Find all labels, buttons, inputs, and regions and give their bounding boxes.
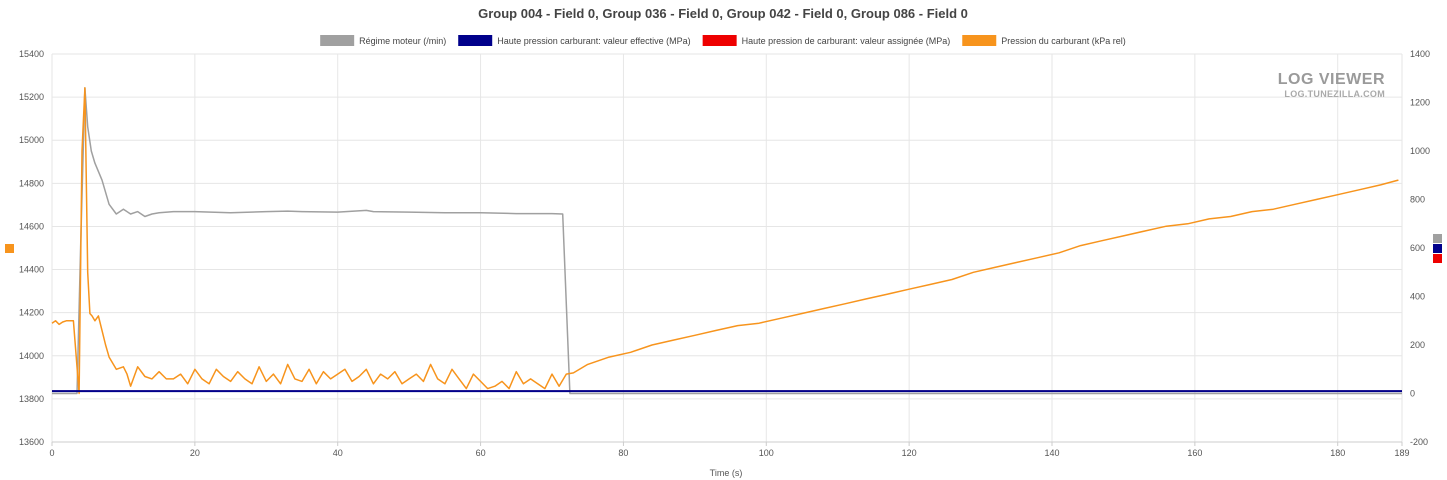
y-right-tick-label: 800 <box>1410 195 1425 205</box>
y-right-tick-label: 1400 <box>1410 49 1430 59</box>
y-left-tick-label: 14200 <box>19 308 44 318</box>
legend-swatch <box>458 35 493 46</box>
x-tick-label: 20 <box>190 448 200 458</box>
x-tick-label: 160 <box>1187 448 1202 458</box>
y-right-tick-label: 200 <box>1410 340 1425 350</box>
legend-swatch <box>702 35 737 46</box>
x-tick-label: 0 <box>49 448 54 458</box>
y-right-tick-label: 1200 <box>1410 98 1430 108</box>
x-axis-label: Time (s) <box>710 468 743 478</box>
right-axis-marker-2 <box>1433 254 1442 263</box>
y-right-tick-label: -200 <box>1410 437 1428 447</box>
legend-item-1[interactable]: Haute pression carburant: valeur effecti… <box>458 35 691 46</box>
y-left-tick-label: 14000 <box>19 351 44 361</box>
x-tick-label: 100 <box>759 448 774 458</box>
x-tick-label: 140 <box>1044 448 1059 458</box>
legend-swatch <box>962 35 997 46</box>
legend-item-3[interactable]: Pression du carburant (kPa rel) <box>962 35 1126 46</box>
series-line-3[interactable] <box>51 87 1399 395</box>
watermark: LOG VIEWER LOG.TUNEZILLA.COM <box>1278 71 1385 99</box>
legend-item-0[interactable]: Régime moteur (/min) <box>320 35 446 46</box>
x-tick-label: 80 <box>618 448 628 458</box>
axis-markers <box>5 234 1442 263</box>
legend-item-2[interactable]: Haute pression de carburant: valeur assi… <box>702 35 951 46</box>
y-left-tick-label: 14800 <box>19 178 44 188</box>
watermark-title: LOG VIEWER <box>1278 71 1385 88</box>
legend-label: Pression du carburant (kPa rel) <box>1001 36 1126 46</box>
y-right-tick-label: 600 <box>1410 243 1425 253</box>
legend-label: Régime moteur (/min) <box>359 36 446 46</box>
chart-title: Group 004 - Field 0, Group 036 - Field 0… <box>478 6 968 21</box>
right-axis-marker-0 <box>1433 234 1442 243</box>
axes: 1360013800140001420014400146001480015000… <box>19 49 1430 458</box>
legend[interactable]: Régime moteur (/min) Haute pression carbu… <box>320 35 1126 46</box>
x-tick-label: 60 <box>476 448 486 458</box>
series-line-0[interactable] <box>52 87 1402 395</box>
y-left-tick-label: 14600 <box>19 221 44 231</box>
legend-swatch <box>320 35 355 46</box>
x-tick-label: 180 <box>1330 448 1345 458</box>
grid <box>51 53 1403 443</box>
y-right-tick-label: 400 <box>1410 292 1425 302</box>
y-left-tick-label: 15200 <box>19 92 44 102</box>
y-left-tick-label: 14400 <box>19 265 44 275</box>
y-left-tick-label: 13800 <box>19 394 44 404</box>
x-tick-label: 40 <box>333 448 343 458</box>
right-axis-marker-1 <box>1433 244 1442 253</box>
y-left-tick-label: 15000 <box>19 135 44 145</box>
series-layer <box>51 87 1402 395</box>
legend-label: Haute pression de carburant: valeur assi… <box>742 36 951 46</box>
legend-label: Haute pression carburant: valeur effecti… <box>497 36 690 46</box>
left-axis-marker <box>5 244 14 253</box>
watermark-url: LOG.TUNEZILLA.COM <box>1284 89 1385 99</box>
x-tick-label: 120 <box>902 448 917 458</box>
y-right-tick-label: 1000 <box>1410 146 1430 156</box>
y-right-tick-label: 0 <box>1410 389 1415 399</box>
y-left-tick-label: 13600 <box>19 437 44 447</box>
y-left-tick-label: 15400 <box>19 49 44 59</box>
x-tick-label: 189 <box>1394 448 1409 458</box>
